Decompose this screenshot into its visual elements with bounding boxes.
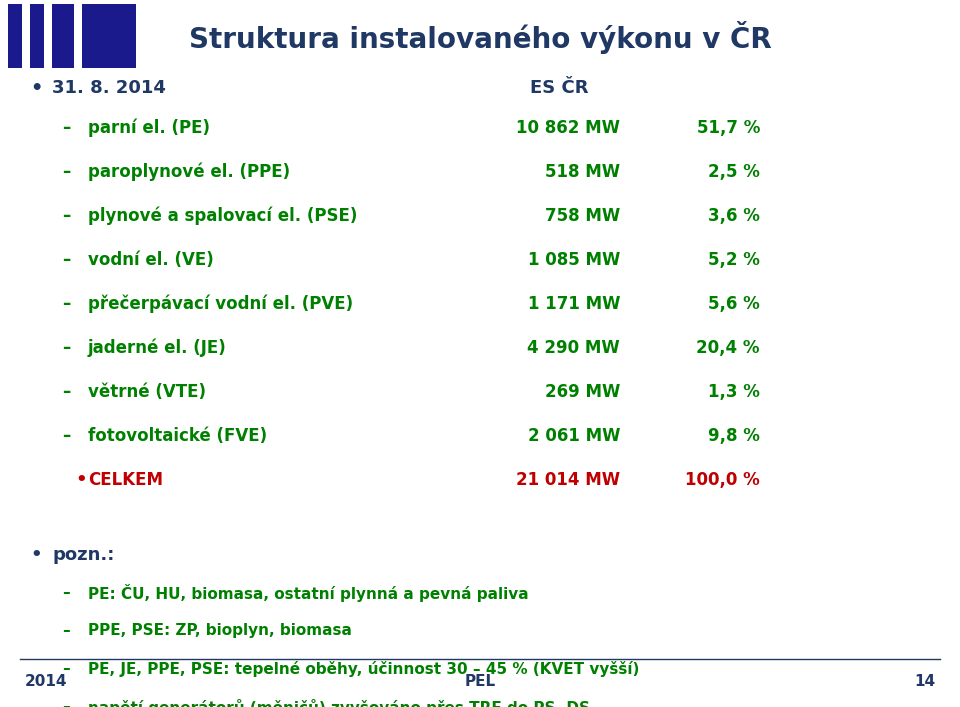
Bar — [8, 4, 22, 68]
Text: –: – — [62, 624, 70, 638]
Text: 100,0 %: 100,0 % — [685, 471, 760, 489]
Text: pozn.:: pozn.: — [52, 546, 114, 564]
Text: –: – — [62, 585, 70, 600]
Text: 9,8 %: 9,8 % — [708, 427, 760, 445]
Text: 2 061 MW: 2 061 MW — [527, 427, 620, 445]
Text: 31. 8. 2014: 31. 8. 2014 — [52, 79, 166, 97]
Text: 758 MW: 758 MW — [544, 207, 620, 225]
Text: 4 290 MW: 4 290 MW — [527, 339, 620, 357]
Text: •: • — [75, 471, 86, 489]
Text: –: – — [62, 699, 70, 707]
Text: 5,2 %: 5,2 % — [708, 251, 760, 269]
Text: parní el. (PE): parní el. (PE) — [88, 119, 210, 137]
Text: ES ČR: ES ČR — [530, 79, 588, 97]
Text: 51,7 %: 51,7 % — [697, 119, 760, 137]
Text: paroplynové el. (PPE): paroplynové el. (PPE) — [88, 163, 290, 181]
Text: vodní el. (VE): vodní el. (VE) — [88, 251, 214, 269]
Text: 2014: 2014 — [25, 674, 67, 689]
Text: –: – — [62, 383, 70, 401]
Text: větrné (VTE): větrné (VTE) — [88, 383, 206, 401]
Text: 1,3 %: 1,3 % — [708, 383, 760, 401]
Text: •: • — [30, 546, 41, 564]
Text: PE, JE, PPE, PSE: tepelné oběhy, účinnost 30 – 45 % (KVET vyšší): PE, JE, PPE, PSE: tepelné oběhy, účinnos… — [88, 661, 639, 677]
Text: jaderné el. (JE): jaderné el. (JE) — [88, 339, 227, 357]
Text: plynové a spalovací el. (PSE): plynové a spalovací el. (PSE) — [88, 206, 357, 226]
Text: Struktura instalovaného výkonu v ČR: Struktura instalovaného výkonu v ČR — [188, 21, 772, 54]
Text: přečerpávací vodní el. (PVE): přečerpávací vodní el. (PVE) — [88, 295, 353, 313]
Text: –: – — [62, 207, 70, 225]
Text: PPE, PSE: ZP, bioplyn, biomasa: PPE, PSE: ZP, bioplyn, biomasa — [88, 624, 352, 638]
Text: 21 014 MW: 21 014 MW — [516, 471, 620, 489]
Text: –: – — [62, 295, 70, 313]
Text: 1 171 MW: 1 171 MW — [527, 295, 620, 313]
Text: CELKEM: CELKEM — [88, 471, 163, 489]
Text: •: • — [30, 78, 42, 98]
Bar — [52, 4, 74, 68]
Text: 14: 14 — [914, 674, 935, 689]
Text: 1 085 MW: 1 085 MW — [528, 251, 620, 269]
Text: PEL: PEL — [465, 674, 495, 689]
Text: PE: ČU, HU, biomasa, ostatní plynná a pevná paliva: PE: ČU, HU, biomasa, ostatní plynná a pe… — [88, 584, 529, 602]
Text: 20,4 %: 20,4 % — [697, 339, 760, 357]
Text: 10 862 MW: 10 862 MW — [516, 119, 620, 137]
Text: 518 MW: 518 MW — [545, 163, 620, 181]
Bar — [82, 4, 136, 68]
Text: fotovoltaické (FVE): fotovoltaické (FVE) — [88, 427, 267, 445]
Text: 269 MW: 269 MW — [544, 383, 620, 401]
Text: –: – — [62, 251, 70, 269]
Bar — [30, 4, 44, 68]
Text: 2,5 %: 2,5 % — [708, 163, 760, 181]
Text: –: – — [62, 119, 70, 137]
Text: –: – — [62, 163, 70, 181]
Text: –: – — [62, 662, 70, 677]
Text: –: – — [62, 427, 70, 445]
Text: napětí generátorů (měničů) zvyšováno přes TRF do PS, DS: napětí generátorů (měničů) zvyšováno pře… — [88, 699, 590, 707]
Text: –: – — [62, 339, 70, 357]
Text: 3,6 %: 3,6 % — [708, 207, 760, 225]
Text: 5,6 %: 5,6 % — [708, 295, 760, 313]
